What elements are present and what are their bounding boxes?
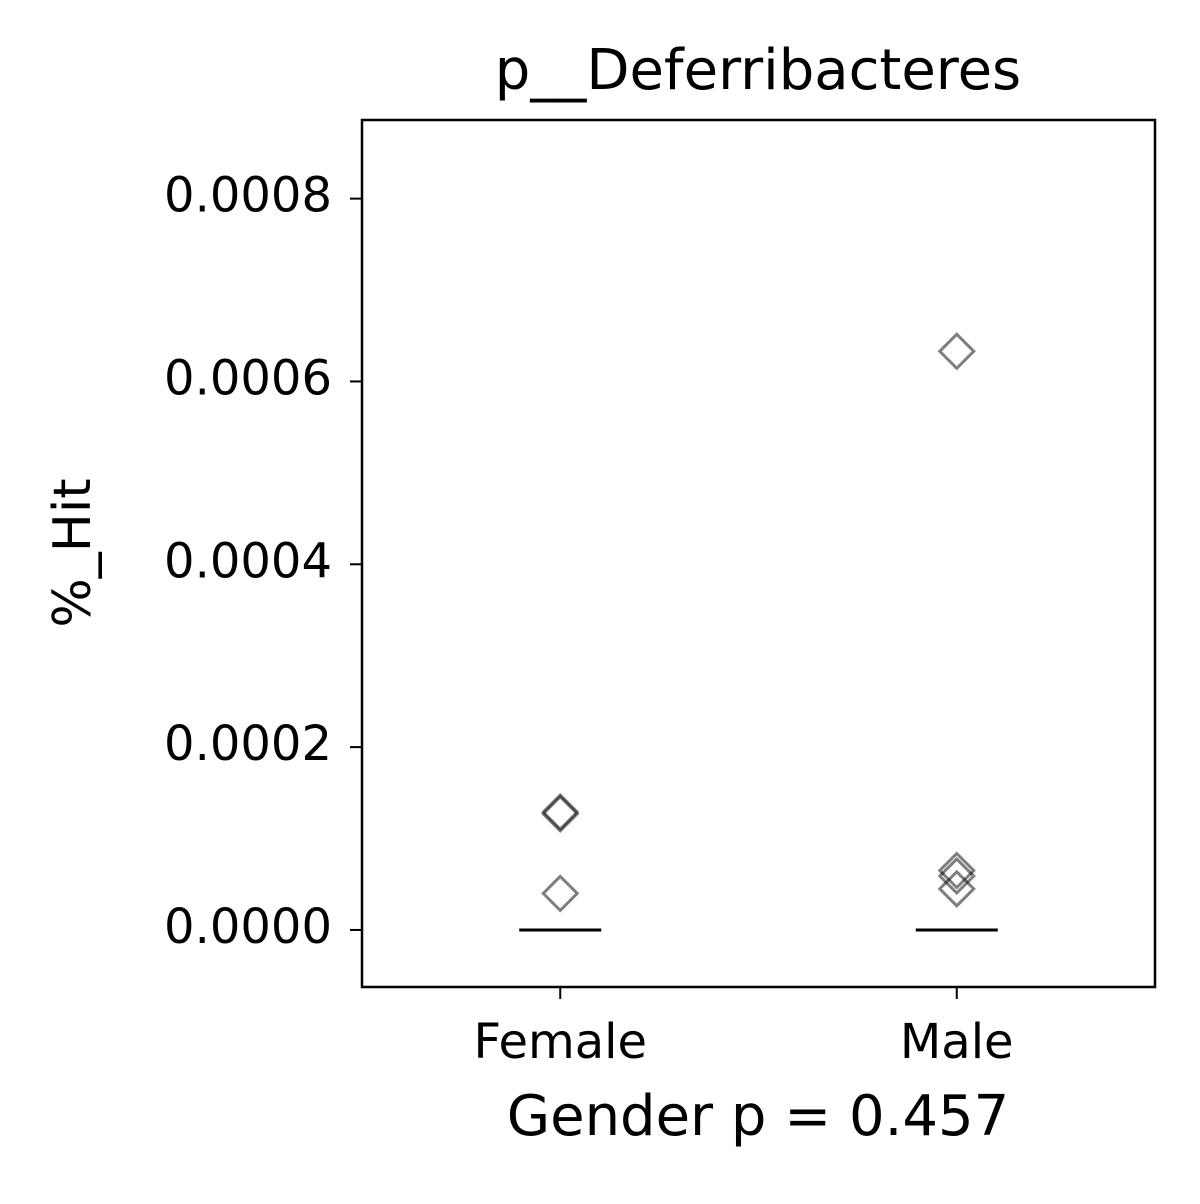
y-tick-label: 0.0002 (164, 716, 332, 772)
point (541, 874, 580, 913)
x-tick-label: Male (900, 1014, 1014, 1070)
y-tick-label: 0.0008 (164, 168, 332, 224)
point (937, 856, 976, 896)
y-tick-label: 0.0004 (164, 533, 332, 589)
point (937, 869, 976, 908)
point (541, 794, 580, 833)
y-axis-label: %_Hit (43, 478, 103, 627)
point (937, 851, 976, 890)
chart-title: p__Deferribacteres (495, 38, 1021, 103)
x-axis-label: Gender p = 0.457 (507, 1084, 1010, 1149)
y-tick-label: 0.0006 (164, 350, 332, 406)
point (937, 332, 976, 371)
x-tick-label: Female (473, 1014, 647, 1070)
y-tick-label: 0.0000 (164, 899, 332, 955)
plot-frame (360, 118, 1157, 989)
